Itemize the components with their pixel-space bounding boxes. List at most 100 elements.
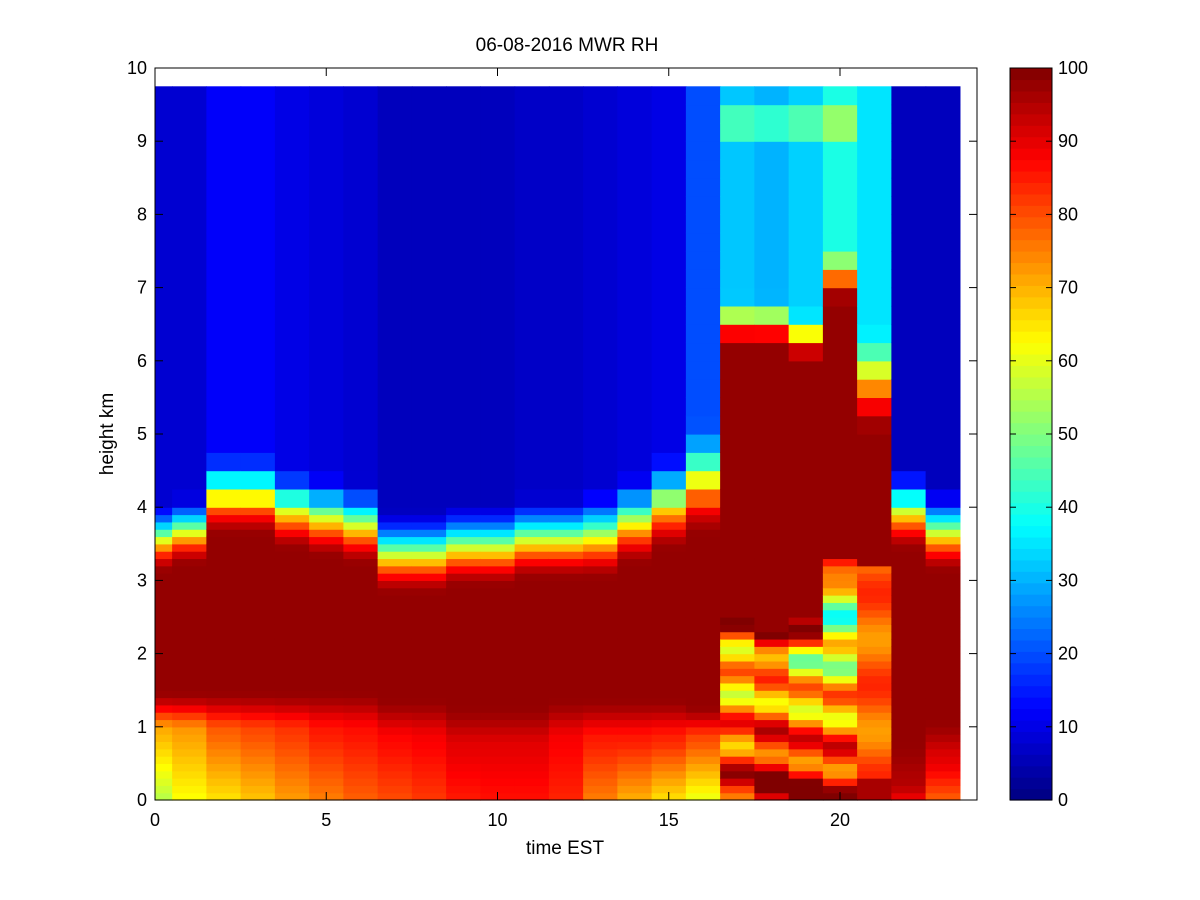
- heatmap-cell: [617, 748, 653, 757]
- heatmap-cell: [377, 690, 413, 699]
- heatmap-cell: [617, 141, 653, 161]
- heatmap-cell: [172, 785, 207, 794]
- heatmap-cell: [514, 653, 550, 662]
- heatmap-cell: [343, 415, 379, 435]
- heatmap-cell: [343, 232, 379, 252]
- heatmap-cell: [155, 631, 173, 640]
- heatmap-cell: [377, 785, 413, 794]
- heatmap-cell: [788, 507, 824, 516]
- heatmap-cell: [685, 719, 721, 728]
- heatmap-cell: [309, 360, 344, 380]
- heatmap-cell: [480, 624, 516, 633]
- heatmap-cell: [754, 360, 790, 380]
- heatmap-cell: [720, 324, 755, 344]
- heatmap-cell: [754, 646, 790, 655]
- colorbar-segment: [1010, 754, 1052, 767]
- heatmap-cell: [583, 342, 618, 362]
- heatmap-cell: [206, 104, 242, 124]
- heatmap-cell: [891, 770, 927, 779]
- heatmap-cell: [651, 770, 687, 779]
- heatmap-cell: [822, 177, 858, 197]
- heatmap-cell: [377, 609, 413, 618]
- x-axis-ticks: 0 5 10 15 20: [150, 68, 850, 830]
- heatmap-cell: [514, 602, 550, 611]
- heatmap-cell: [720, 452, 755, 472]
- heatmap-cell: [822, 287, 858, 307]
- heatmap-cell: [377, 104, 413, 124]
- heatmap-cell: [343, 675, 379, 684]
- heatmap-cell: [480, 159, 516, 179]
- heatmap-cell: [155, 536, 173, 545]
- heatmap-cell: [548, 251, 584, 270]
- heatmap-cell: [617, 690, 653, 699]
- heatmap-cell: [446, 251, 481, 270]
- heatmap-cell: [891, 342, 927, 362]
- heatmap-cell: [206, 379, 242, 398]
- heatmap-cell: [891, 379, 927, 398]
- heatmap-cell: [274, 558, 310, 567]
- heatmap-cell: [720, 675, 755, 684]
- heatmap-cell: [514, 792, 550, 801]
- heatmap-cell: [446, 434, 481, 453]
- heatmap-cell: [343, 734, 379, 743]
- heatmap-cell: [411, 324, 447, 344]
- heatmap-cell: [309, 232, 344, 252]
- heatmap-cell: [309, 668, 344, 677]
- heatmap-cell: [651, 712, 687, 721]
- heatmap-cell: [480, 86, 516, 106]
- heatmap-cell: [891, 573, 927, 581]
- heatmap-cell: [377, 682, 413, 691]
- heatmap-cell: [925, 646, 961, 655]
- heatmap-cell: [343, 159, 379, 179]
- heatmap-cell: [548, 778, 584, 786]
- heatmap-cell: [240, 638, 276, 647]
- heatmap-cell: [446, 324, 481, 344]
- heatmap-cell: [720, 543, 755, 552]
- heatmap-cell: [857, 748, 892, 757]
- heatmap-cell: [377, 434, 413, 453]
- heatmap-cell: [788, 712, 824, 721]
- heatmap-cell: [754, 719, 790, 728]
- heatmap-cell: [925, 573, 961, 581]
- heatmap-cell: [857, 719, 892, 728]
- heatmap-cell: [548, 159, 584, 179]
- heatmap-cell: [155, 587, 173, 596]
- heatmap-cell: [925, 214, 961, 234]
- colorbar-segment: [1010, 262, 1052, 275]
- heatmap-cell: [240, 177, 276, 197]
- heatmap-cell: [788, 86, 824, 106]
- heatmap-cell: [343, 269, 379, 289]
- heatmap-cell: [788, 595, 824, 603]
- heatmap-cell: [788, 415, 824, 435]
- heatmap-cell: [891, 660, 927, 669]
- heatmap-cell: [206, 624, 242, 633]
- heatmap-cell: [309, 580, 344, 589]
- heatmap-cell: [548, 660, 584, 669]
- colorbar-segment: [1010, 479, 1052, 492]
- heatmap-cell: [857, 624, 892, 633]
- heatmap-cell: [377, 141, 413, 161]
- heatmap-cell: [240, 159, 276, 179]
- heatmap-cell: [822, 122, 858, 142]
- heatmap-cell: [583, 251, 618, 270]
- heatmap-cell: [857, 287, 892, 307]
- heatmap-cell: [583, 763, 618, 772]
- heatmap-cell: [788, 770, 824, 779]
- heatmap-cell: [343, 682, 379, 691]
- heatmap-cell: [754, 690, 790, 699]
- heatmap-cell: [514, 609, 550, 618]
- heatmap-cell: [480, 690, 516, 699]
- heatmap-cell: [857, 470, 892, 490]
- heatmap-cell: [651, 668, 687, 677]
- heatmap-cell: [446, 86, 481, 106]
- heatmap-cell: [617, 763, 653, 772]
- heatmap-cell: [343, 122, 379, 142]
- heatmap-cell: [411, 646, 447, 655]
- heatmap-cell: [754, 196, 790, 215]
- heatmap-cell: [172, 617, 207, 625]
- heatmap-cell: [514, 748, 550, 757]
- heatmap-cell: [583, 287, 618, 307]
- heatmap-cell: [411, 734, 447, 743]
- x-tick-label: 5: [321, 810, 331, 830]
